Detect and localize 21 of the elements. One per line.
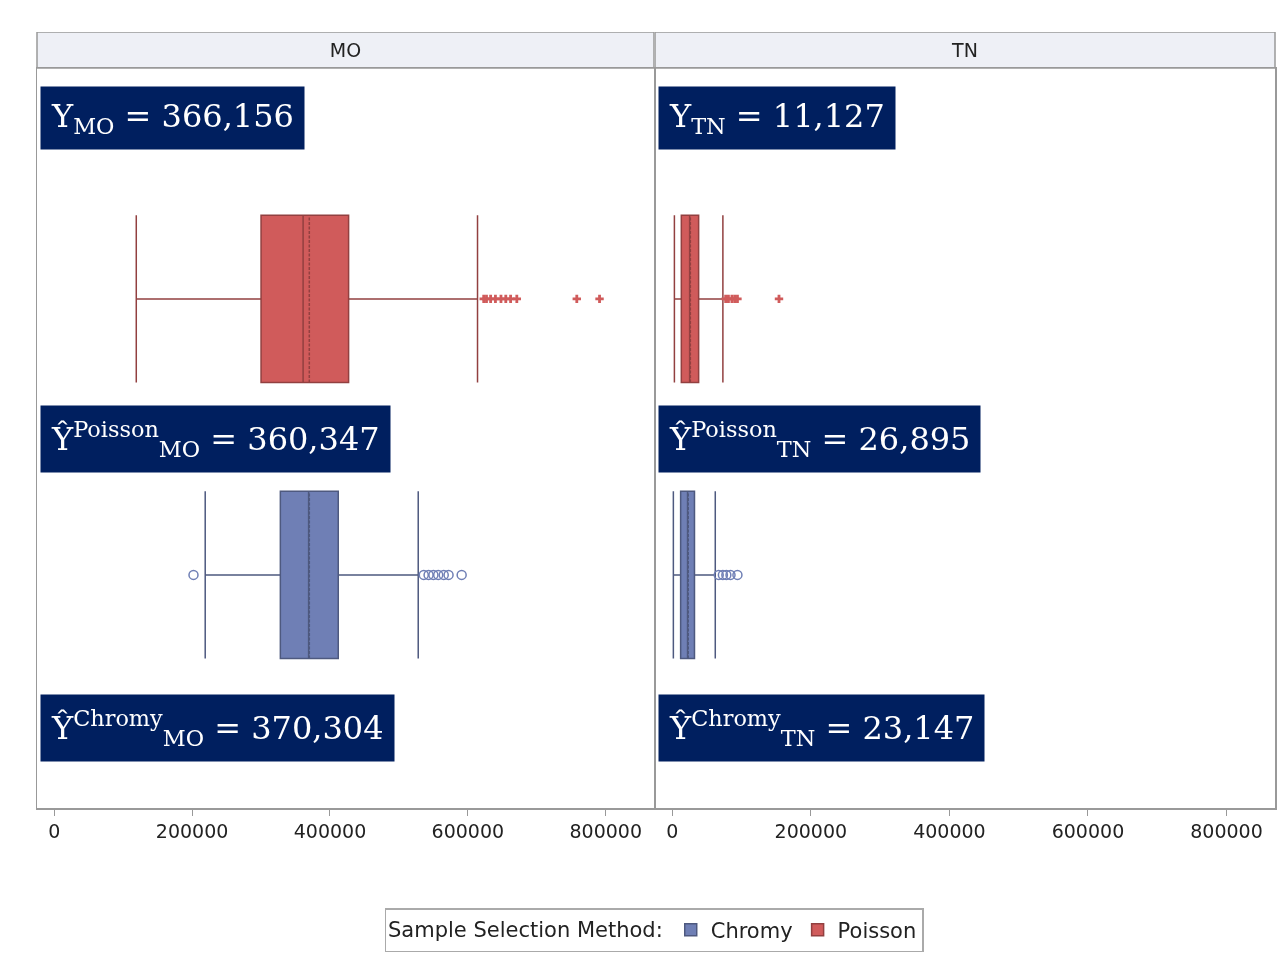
x-tick-label: 200000 [155,820,229,843]
x-tick-label: 0 [48,820,61,843]
x-tick-label: 800000 [569,820,643,843]
x-tick-label: 0 [666,820,679,843]
chart-title: TN [951,38,978,61]
x-tick-label: 200000 [774,820,848,843]
x-tick-label: 800000 [1190,820,1263,843]
x-tick-label: 600000 [1051,820,1125,843]
chart-title: MO [329,38,362,61]
legend-title: Sample Selection Method: [388,917,663,942]
legend-label: Poisson [837,918,917,943]
x-tick-label: 400000 [913,820,986,843]
annotation: Y$_{TN}$ = 11,127 [669,97,885,139]
legend-label: Chromy [710,918,793,943]
annotation: Ŷ$^{Poisson}$$_{TN}$ = 26,895 [669,416,971,463]
x-tick-label: 600000 [431,820,505,843]
annotation: Ŷ$^{Chromy}$$_{MO}$ = 370,304 [51,705,384,752]
annotation: Ŷ$^{Poisson}$$_{MO}$ = 360,347 [51,416,380,463]
x-tick-label: 400000 [293,820,367,843]
annotation: Y$_{MO}$ = 366,156 [51,97,294,139]
annotation: Ŷ$^{Chromy}$$_{TN}$ = 23,147 [669,705,975,752]
